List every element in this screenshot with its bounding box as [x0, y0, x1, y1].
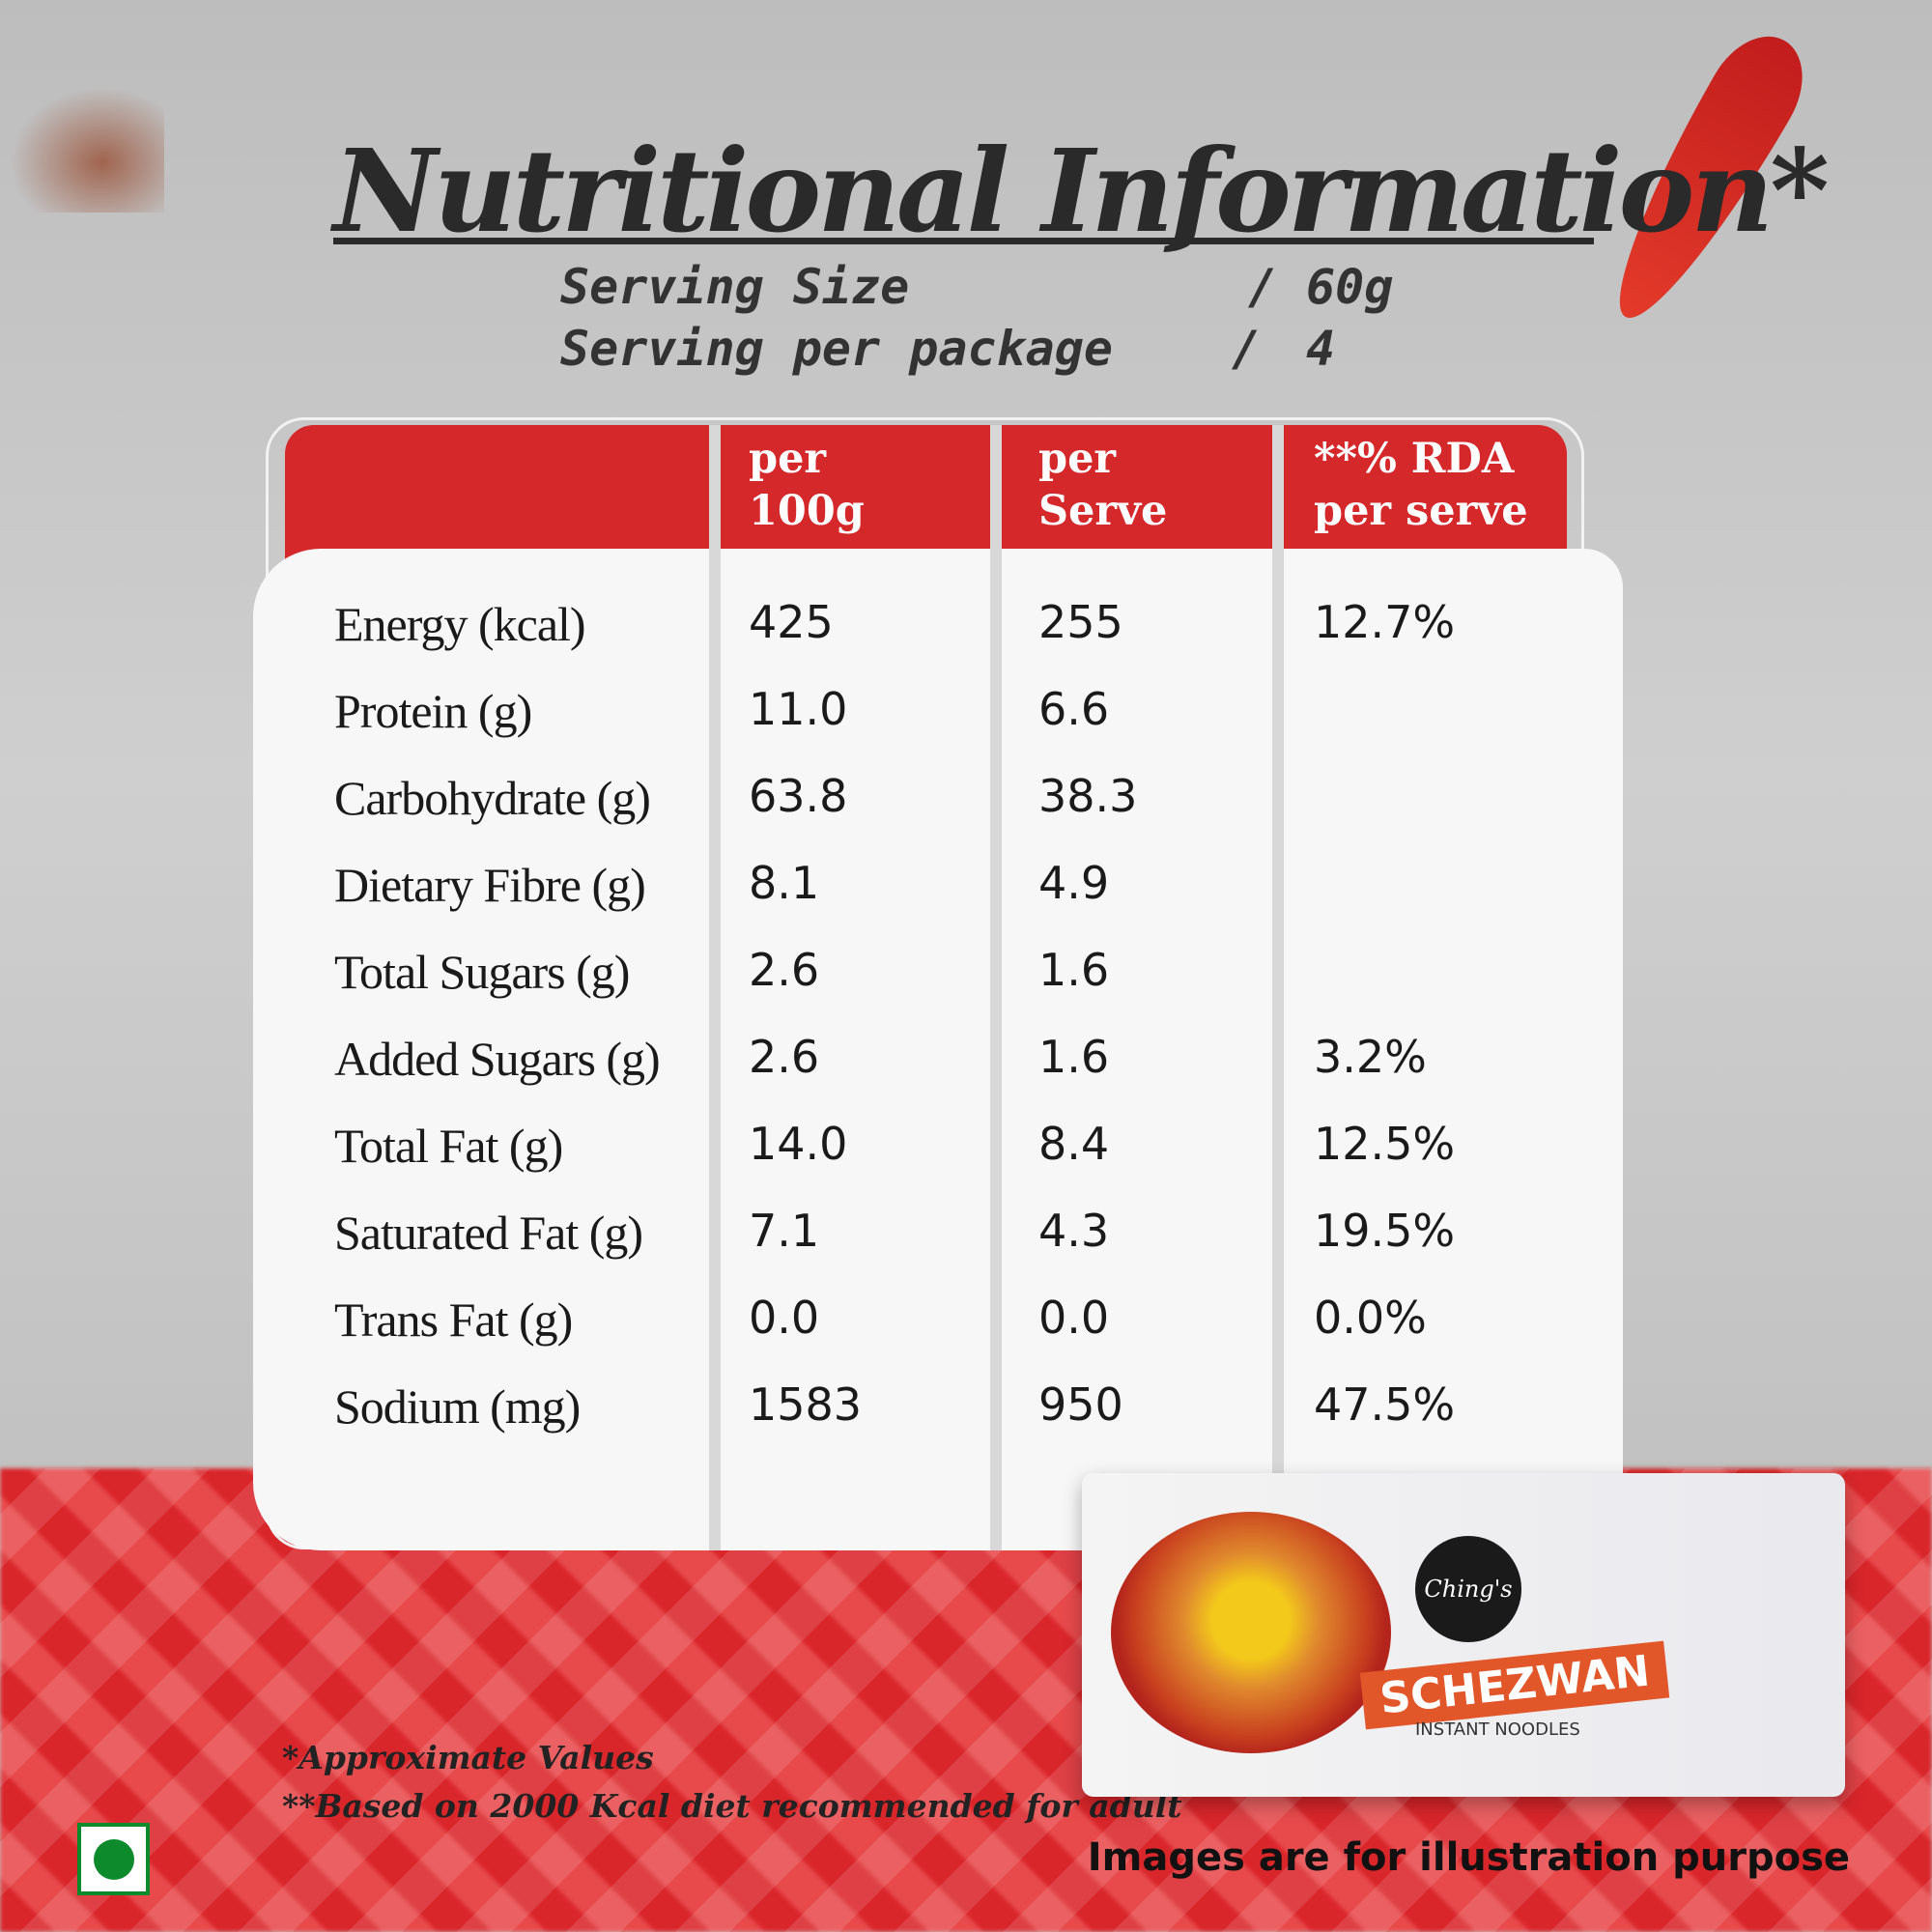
nutrient-value: 1.6 — [1038, 944, 1110, 996]
serving-separator: / — [1248, 259, 1278, 315]
nutrient-value: 0.0 — [1038, 1292, 1110, 1344]
nutrient-label: Trans Fat (g) — [334, 1293, 573, 1347]
nutrient-value: 63.8 — [749, 770, 848, 822]
footnote: *Approximate Values — [282, 1739, 654, 1776]
serving-label: Serving per package — [560, 321, 1113, 377]
nutrient-label: Energy (kcal) — [334, 597, 586, 651]
column-separator — [709, 425, 721, 1550]
garlic-decoration — [10, 87, 164, 213]
nutrient-value: 255 — [1038, 596, 1123, 648]
nutrient-value: 38.3 — [1038, 770, 1138, 822]
column-separator — [990, 425, 1002, 1550]
nutrient-value: 8.1 — [749, 857, 820, 909]
nutrient-value: 4.3 — [1038, 1205, 1110, 1257]
nutrient-label: Carbohydrate (g) — [334, 771, 651, 825]
noodle-bowl — [1111, 1512, 1391, 1753]
product-subtitle: INSTANT NOODLES — [1415, 1719, 1580, 1740]
serving-label: Serving Size — [560, 259, 910, 315]
header-cell: per — [749, 435, 827, 483]
serving-value: 4 — [1306, 321, 1336, 377]
table-body — [253, 549, 1623, 1550]
nutrient-value: 3.2% — [1314, 1031, 1427, 1083]
serving-value: 60g — [1306, 259, 1394, 315]
column-separator — [1272, 425, 1284, 1550]
nutrient-label: Dietary Fibre (g) — [334, 858, 646, 912]
nutrient-value: 0.0 — [749, 1292, 820, 1344]
product-name: SCHEZWAN — [1359, 1640, 1670, 1730]
header-cell: **% RDA — [1314, 435, 1515, 483]
nutrient-value: 19.5% — [1314, 1205, 1456, 1257]
brand-logo: Ching's — [1415, 1536, 1521, 1642]
nutrient-label: Sodium (mg) — [334, 1379, 581, 1434]
footnote: **Based on 2000 Kcal diet recommended fo… — [282, 1787, 1182, 1825]
nutrient-label: Added Sugars (g) — [334, 1032, 661, 1086]
header-cell: per serve — [1314, 487, 1528, 535]
nutrient-value: 12.7% — [1314, 596, 1456, 648]
nutrient-value: 12.5% — [1314, 1118, 1456, 1170]
nutrient-value: 1583 — [749, 1378, 863, 1431]
nutrient-value: 14.0 — [749, 1118, 848, 1170]
nutrient-value: 1.6 — [1038, 1031, 1110, 1083]
nutrient-label: Protein (g) — [334, 684, 532, 738]
nutrient-value: 0.0% — [1314, 1292, 1427, 1344]
nutrient-value: 4.9 — [1038, 857, 1110, 909]
nutrient-value: 950 — [1038, 1378, 1123, 1431]
title-underline — [333, 238, 1594, 244]
header-cell: Serve — [1038, 487, 1168, 535]
header-cell: 100g — [749, 487, 865, 535]
header-cell: per — [1038, 435, 1117, 483]
serving-separator: / — [1232, 321, 1262, 377]
nutrient-label: Total Sugars (g) — [334, 945, 630, 999]
title: Nutritional Information* — [333, 124, 1830, 258]
product-packet: Ching's SCHEZWAN INSTANT NOODLES — [1082, 1473, 1845, 1797]
nutrient-value: 2.6 — [749, 944, 820, 996]
nutrient-value: 7.1 — [749, 1205, 820, 1257]
nutrient-label: Saturated Fat (g) — [334, 1206, 643, 1260]
veg-dot — [94, 1839, 134, 1880]
nutrient-value: 11.0 — [749, 683, 848, 735]
disclaimer: Images are for illustration purpose — [1087, 1835, 1850, 1880]
nutrient-value: 2.6 — [749, 1031, 820, 1083]
nutrient-label: Total Fat (g) — [334, 1119, 563, 1173]
nutrient-value: 425 — [749, 596, 834, 648]
table-header — [285, 425, 1567, 565]
nutrient-value: 6.6 — [1038, 683, 1110, 735]
nutrient-value: 47.5% — [1314, 1378, 1456, 1431]
nutrient-value: 8.4 — [1038, 1118, 1110, 1170]
